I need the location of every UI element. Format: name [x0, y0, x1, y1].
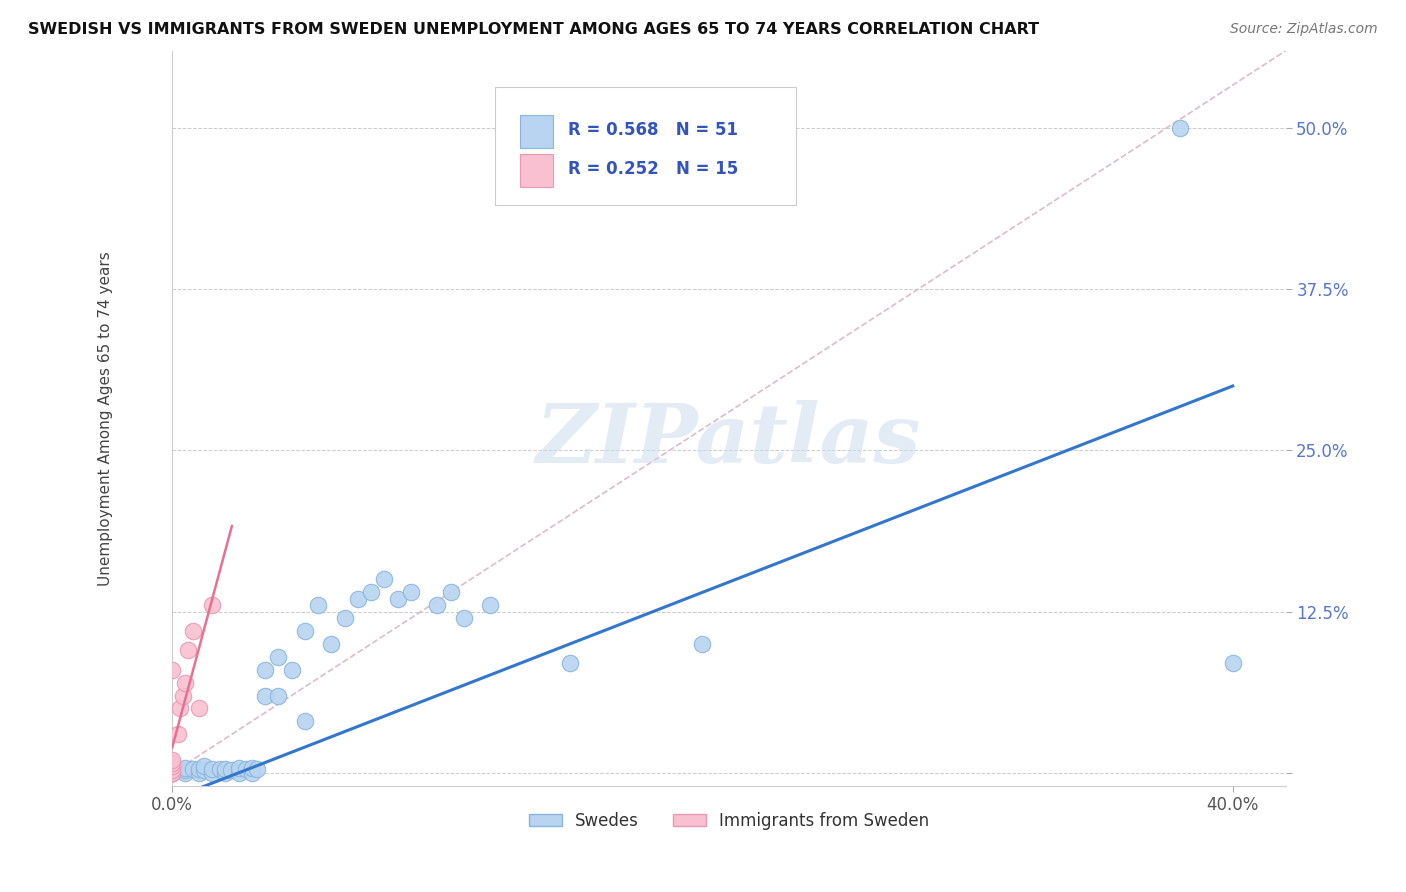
Point — [162, 663, 184, 677]
Point — [201, 599, 224, 613]
Point — [254, 689, 277, 703]
Point — [426, 599, 449, 613]
Point — [174, 764, 197, 778]
Point — [280, 663, 302, 677]
Text: R = 0.252   N = 15: R = 0.252 N = 15 — [568, 160, 738, 178]
Text: ZIPatlas: ZIPatlas — [536, 401, 922, 480]
Point — [246, 762, 269, 776]
Point — [201, 762, 224, 776]
Point — [183, 762, 205, 776]
Point — [162, 764, 184, 778]
Point — [558, 657, 581, 671]
FancyBboxPatch shape — [495, 87, 796, 205]
Point — [214, 765, 236, 780]
Text: R = 0.568   N = 51: R = 0.568 N = 51 — [568, 121, 738, 139]
Point — [228, 761, 250, 775]
Point — [1168, 121, 1191, 136]
Point — [172, 689, 194, 703]
Point — [174, 761, 197, 775]
Text: SWEDISH VS IMMIGRANTS FROM SWEDEN UNEMPLOYMENT AMONG AGES 65 TO 74 YEARS CORRELA: SWEDISH VS IMMIGRANTS FROM SWEDEN UNEMPL… — [28, 22, 1039, 37]
FancyBboxPatch shape — [520, 115, 553, 148]
Point — [240, 765, 263, 780]
Point — [162, 761, 184, 775]
Point — [174, 765, 197, 780]
Point — [294, 714, 316, 729]
Point — [177, 643, 200, 657]
Point — [162, 759, 184, 773]
Point — [254, 663, 277, 677]
Point — [162, 765, 184, 780]
Point — [162, 756, 184, 770]
Point — [193, 759, 215, 773]
Point — [169, 701, 191, 715]
Point — [162, 765, 184, 780]
Point — [162, 759, 184, 773]
Point — [307, 599, 329, 613]
Point — [360, 585, 382, 599]
Point — [219, 764, 242, 778]
Point — [692, 637, 714, 651]
Point — [187, 762, 209, 776]
Point — [321, 637, 343, 651]
Point — [333, 611, 356, 625]
Point — [267, 649, 290, 664]
Point — [162, 765, 184, 780]
Point — [294, 624, 316, 638]
FancyBboxPatch shape — [520, 153, 553, 186]
Point — [1222, 657, 1244, 671]
Point — [399, 585, 422, 599]
Point — [162, 758, 184, 772]
Point — [347, 591, 370, 606]
Point — [228, 765, 250, 780]
Point — [162, 764, 184, 778]
Point — [440, 585, 463, 599]
Point — [214, 762, 236, 776]
Point — [235, 762, 257, 776]
Point — [174, 675, 197, 690]
Point — [187, 701, 209, 715]
Point — [166, 727, 188, 741]
Point — [162, 765, 184, 780]
Legend: Swedes, Immigrants from Sweden: Swedes, Immigrants from Sweden — [522, 805, 936, 837]
Point — [208, 762, 231, 776]
Point — [187, 765, 209, 780]
Point — [162, 753, 184, 767]
Point — [162, 762, 184, 776]
Point — [240, 761, 263, 775]
Point — [453, 611, 475, 625]
Point — [201, 765, 224, 780]
Text: Source: ZipAtlas.com: Source: ZipAtlas.com — [1230, 22, 1378, 37]
Point — [183, 624, 205, 638]
Point — [267, 689, 290, 703]
Text: Unemployment Among Ages 65 to 74 years: Unemployment Among Ages 65 to 74 years — [98, 251, 112, 586]
Point — [373, 573, 395, 587]
Point — [387, 591, 409, 606]
Point — [479, 599, 502, 613]
Point — [193, 764, 215, 778]
Point — [162, 765, 184, 780]
